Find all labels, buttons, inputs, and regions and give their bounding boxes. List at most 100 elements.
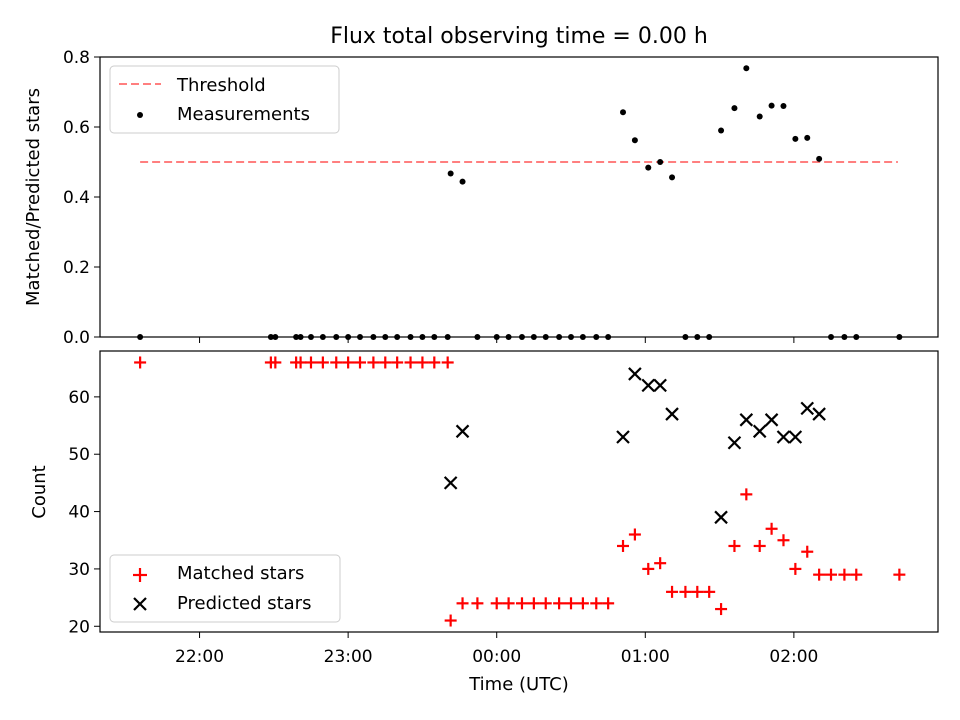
matched-star-point: [777, 534, 790, 547]
matched-star-point: [789, 562, 802, 575]
predicted-star-point: [788, 430, 803, 444]
matched-star-point: [679, 585, 692, 598]
y-tick-label: 0.4: [63, 188, 90, 208]
predicted-star-point: [800, 401, 815, 416]
measurement-point: [731, 105, 738, 112]
y-tick-label: 30: [68, 560, 90, 580]
predicted-star-point: [665, 407, 679, 421]
top-panel: 0.00.20.40.60.8 Matched/Predicted stars …: [23, 48, 939, 348]
top-x-ticks: [199, 337, 795, 343]
matched-star-point: [316, 356, 329, 369]
x-tick-label: 01:00: [621, 647, 670, 667]
matched-star-point: [666, 585, 679, 598]
top-legend-box: [109, 65, 340, 134]
predicted-star-point: [752, 424, 767, 439]
matched-star-point: [404, 356, 417, 369]
y-tick-label: 0.6: [63, 118, 90, 138]
y-tick-label: 40: [68, 503, 90, 523]
matched-legend-label: Matched stars: [177, 563, 304, 584]
top-legend: Threshold Measurements: [109, 65, 340, 134]
predicted-star-point: [653, 378, 667, 393]
measurement-point: [718, 127, 725, 134]
matched-star-point: [642, 562, 655, 575]
measurement-point: [657, 159, 664, 165]
predicted-star-point: [812, 407, 826, 421]
measurement-point: [804, 134, 811, 141]
predicted-star-point: [764, 413, 779, 427]
measurement-point: [816, 155, 823, 162]
matched-star-point: [441, 356, 454, 369]
matched-star-point: [703, 585, 716, 598]
matched-star-point: [765, 522, 778, 535]
measurements-legend-label: Measurements: [177, 104, 310, 125]
measurement-point: [780, 103, 787, 109]
bottom-panel: 20 30 40 50 60 22:00 23:00 00:00 01:00 02:00 Cou…: [29, 350, 939, 695]
bottom-legend: Matched stars Predicted stars: [109, 554, 341, 623]
predicted-star-point: [641, 378, 656, 393]
matched-star-point: [565, 597, 578, 610]
measurement-point: [447, 170, 454, 177]
y-tick-label: 0.8: [63, 48, 90, 68]
matched-star-point: [471, 597, 484, 610]
threshold-legend-label: Threshold: [176, 75, 266, 96]
predicted-star-point: [455, 424, 470, 439]
matched-star-point: [304, 356, 317, 369]
matched-star-point: [354, 356, 367, 369]
predicted-star-point: [776, 430, 791, 444]
measurement-point: [743, 65, 750, 72]
measurement-point: [645, 164, 652, 171]
matched-star-point: [617, 539, 630, 552]
measurement-point: [459, 178, 466, 185]
predicted-star-point: [739, 413, 754, 427]
predicted-star-point: [714, 510, 728, 525]
matched-star-point: [691, 585, 704, 598]
matched-star-point: [628, 528, 641, 541]
matched-star-point: [590, 597, 603, 610]
chart-title: Flux total observing time = 0.00 h: [330, 24, 708, 49]
predicted-star-point: [628, 367, 642, 381]
matched-star-point: [416, 356, 429, 369]
matched-star-point: [576, 597, 589, 610]
measurement-point: [768, 102, 775, 109]
matched-star-point: [330, 356, 343, 369]
bottom-y-ticks: 20 30 40 50 60: [68, 388, 100, 637]
matched-star-point: [502, 597, 515, 610]
matched-star-point: [813, 568, 826, 581]
y-tick-label: 20: [68, 617, 90, 637]
predicted-star-point: [616, 430, 630, 444]
matched-star-point: [391, 356, 404, 369]
bottom-legend-box: [109, 554, 341, 623]
matched-star-point: [134, 356, 147, 369]
bottom-y-axis-label: Count: [29, 465, 50, 518]
predicted-star-point: [727, 435, 742, 450]
matched-star-point: [269, 356, 282, 369]
matched-star-point: [715, 603, 728, 616]
measurement-point: [756, 113, 763, 120]
measurement-point: [792, 135, 799, 142]
matched-star-point: [801, 545, 814, 558]
predicted-star-point: [443, 476, 458, 490]
matched-star-point: [428, 356, 441, 369]
bottom-axes-frame: [99, 350, 939, 633]
matched-star-point: [602, 597, 615, 610]
matched-star-point: [850, 568, 863, 581]
bottom-x-ticks: 22:00 23:00 00:00 01:00 02:00: [175, 632, 818, 667]
predicted-legend-swatch: [133, 597, 147, 611]
y-tick-label: 50: [68, 445, 90, 465]
x-tick-label: 02:00: [769, 647, 818, 667]
y-tick-label: 0.0: [63, 328, 90, 348]
matched-star-point: [379, 356, 392, 369]
matched-star-point: [342, 356, 355, 369]
measurement-point: [669, 174, 676, 181]
matched-star-point: [838, 568, 851, 581]
measurement-point: [620, 109, 627, 116]
matched-star-point: [654, 557, 667, 570]
top-y-axis-label: Matched/Predicted stars: [23, 88, 44, 306]
y-tick-label: 60: [68, 388, 90, 408]
matched-star-point: [490, 597, 503, 610]
matched-star-point: [444, 614, 457, 627]
x-axis-label: Time (UTC): [468, 674, 569, 695]
matched-star-point: [825, 568, 838, 581]
y-tick-label: 0.2: [63, 258, 90, 278]
